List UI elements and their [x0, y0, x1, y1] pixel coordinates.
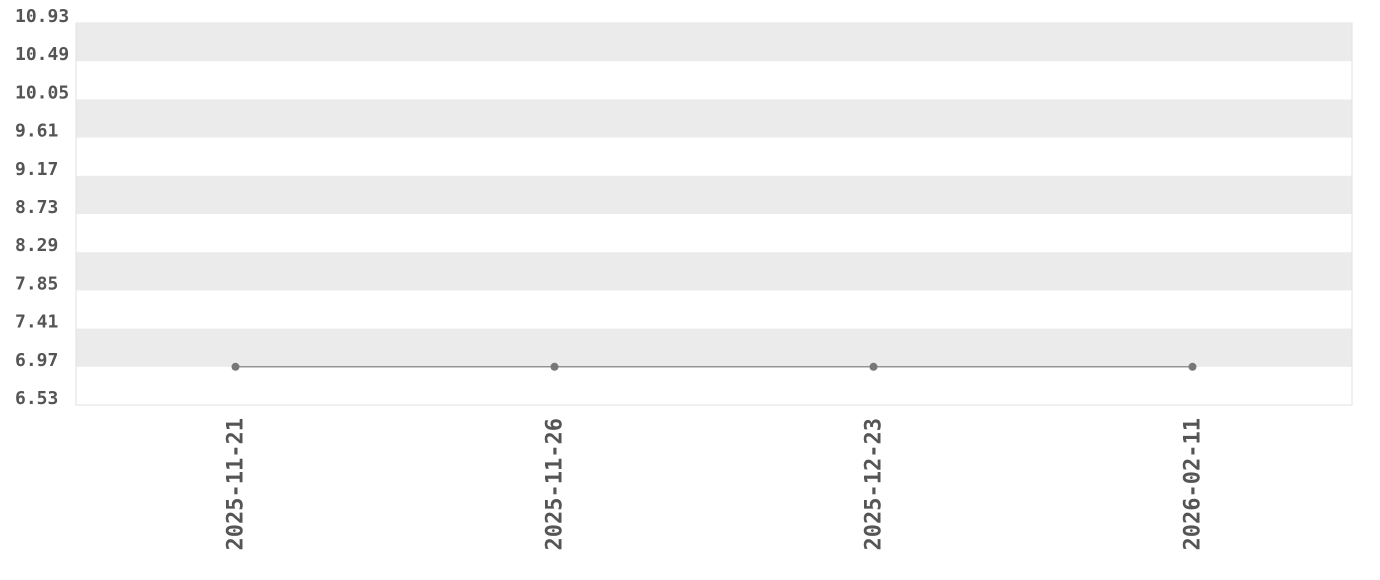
y-tick-label: 6.53: [15, 388, 58, 409]
grid-band: [76, 328, 1352, 367]
x-tick-label: 2025-12-23: [862, 418, 887, 550]
y-tick-label: 6.97: [15, 350, 58, 371]
grid-band: [76, 23, 1352, 62]
grid-band: [76, 99, 1352, 138]
y-tick-label: 10.05: [15, 82, 69, 103]
y-tick-label: 10.93: [15, 6, 69, 27]
grid-band: [76, 252, 1352, 291]
data-point: [231, 362, 240, 371]
y-tick-label: 9.17: [15, 159, 58, 180]
x-tick-label: 2025-11-26: [543, 418, 568, 550]
x-tick-label: 2025-11-21: [224, 418, 249, 550]
x-tick-label: 2026-02-11: [1181, 418, 1206, 550]
data-point: [550, 362, 559, 371]
data-point: [869, 362, 878, 371]
y-tick-label: 7.41: [15, 312, 58, 333]
y-tick-label: 9.61: [15, 121, 58, 142]
y-tick-label: 10.49: [15, 44, 69, 65]
y-tick-label: 8.73: [15, 197, 58, 218]
data-point: [1188, 362, 1197, 371]
y-tick-label: 8.29: [15, 235, 58, 256]
y-tick-label: 7.85: [15, 273, 58, 294]
grid-band: [76, 175, 1352, 214]
